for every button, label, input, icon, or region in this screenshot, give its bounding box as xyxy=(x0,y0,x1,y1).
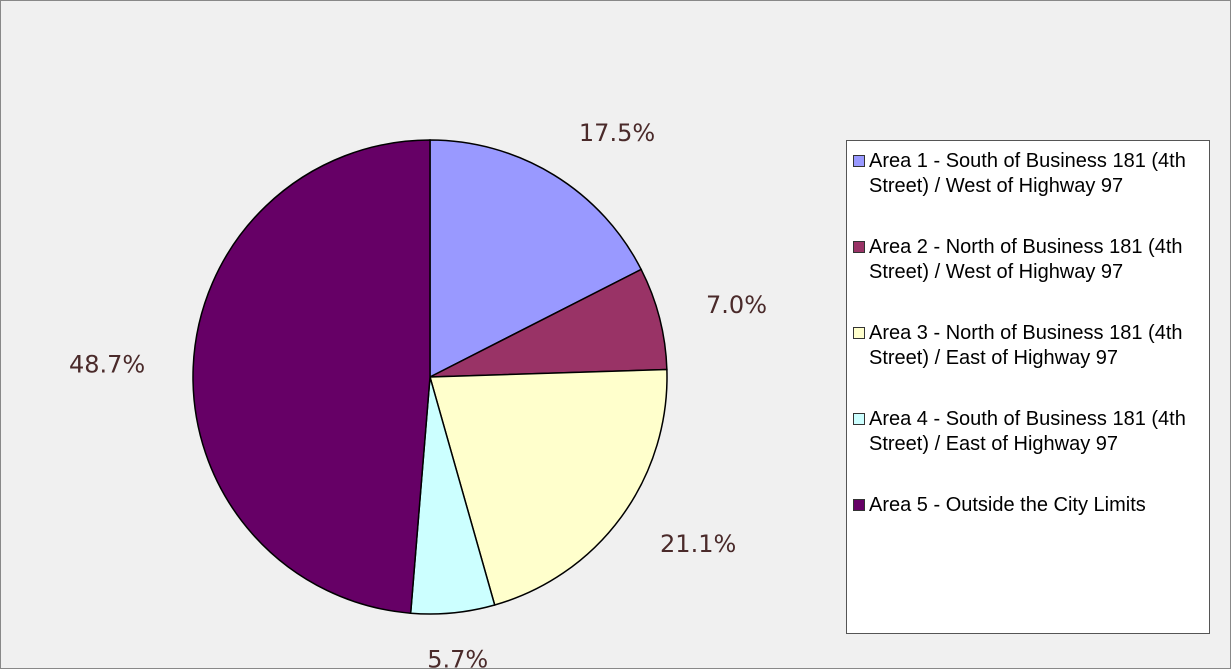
legend-swatch xyxy=(853,155,865,167)
pie-slice xyxy=(429,368,668,606)
pie-slice xyxy=(429,268,668,378)
legend-entry: Area 4 - South of Business 181 (4th Stre… xyxy=(853,407,1203,457)
data-label: 5.7% xyxy=(427,646,488,669)
legend-label: Area 5 - Outside the City Limits xyxy=(869,494,1146,516)
legend-entry: Area 2 - North of Business 181 (4th Stre… xyxy=(853,235,1203,285)
legend-label: Area 3 - North of Business 181 (4th Stre… xyxy=(869,322,1183,369)
legend-label: Area 4 - South of Business 181 (4th Stre… xyxy=(869,408,1186,455)
legend-swatch xyxy=(853,499,865,511)
legend-entry: Area 1 - South of Business 181 (4th Stre… xyxy=(853,149,1203,199)
data-label: 21.1% xyxy=(660,530,736,558)
legend-entry: Area 5 - Outside the City Limits xyxy=(853,493,1203,518)
data-label: 48.7% xyxy=(69,350,145,378)
legend-label: Area 2 - North of Business 181 (4th Stre… xyxy=(869,236,1183,283)
legend-swatch xyxy=(853,327,865,339)
legend-entry: Area 3 - North of Business 181 (4th Stre… xyxy=(853,321,1203,371)
legend: Area 1 - South of Business 181 (4th Stre… xyxy=(846,140,1210,634)
data-label: 7.0% xyxy=(706,291,767,319)
pie-slice xyxy=(429,139,643,379)
data-label: 17.5% xyxy=(579,119,655,147)
pie-slice xyxy=(192,139,431,615)
legend-swatch xyxy=(853,413,865,425)
legend-swatch xyxy=(853,241,865,253)
legend-label: Area 1 - South of Business 181 (4th Stre… xyxy=(869,150,1186,197)
